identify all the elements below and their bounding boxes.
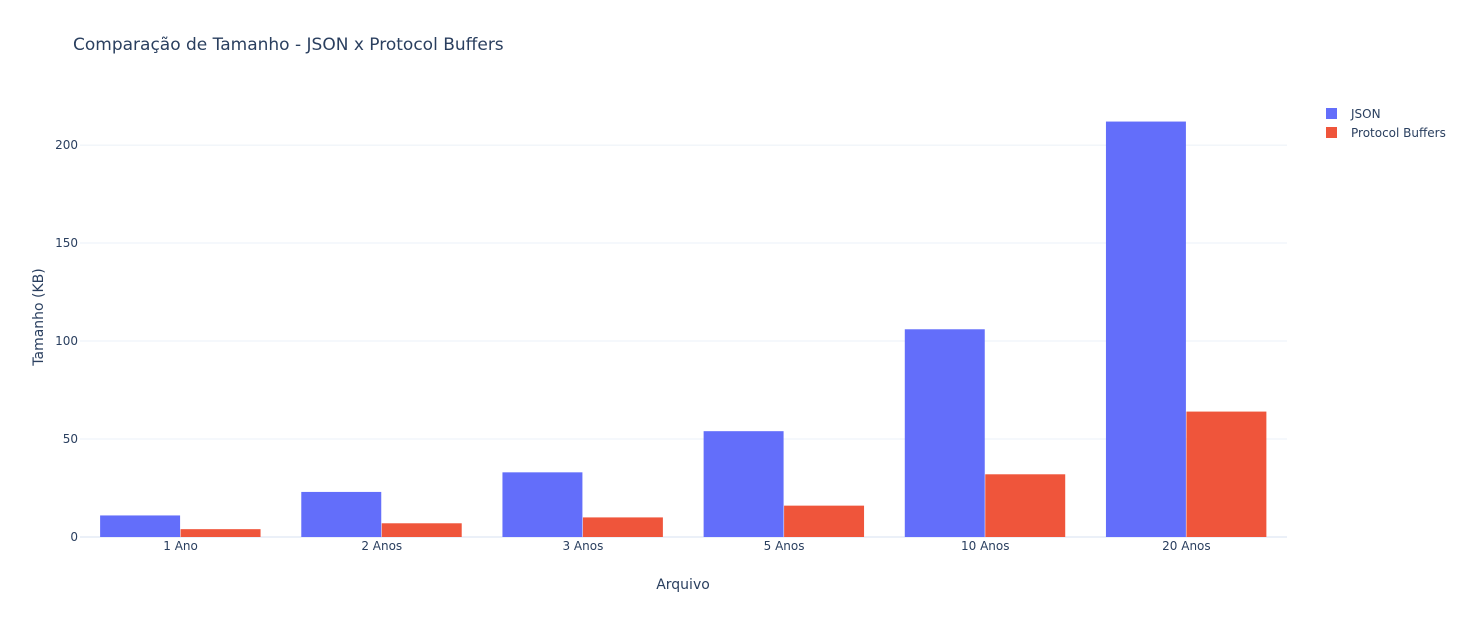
y-axis-title: Tamanho (KB): [31, 268, 47, 367]
bar-protocol-buffers-20-anos[interactable]: [1186, 411, 1267, 537]
bar-json-10-anos[interactable]: [904, 329, 985, 537]
x-tick-label: 20 Anos: [1162, 539, 1211, 553]
legend[interactable]: JSON Protocol Buffers: [1326, 107, 1446, 140]
legend-item-json[interactable]: JSON: [1326, 107, 1381, 121]
x-tick-label: 5 Anos: [764, 539, 805, 553]
bar-json-20-anos[interactable]: [1105, 121, 1186, 537]
y-tick-label: 100: [55, 334, 78, 348]
bars: [100, 121, 1267, 537]
gridlines: [80, 144, 1287, 538]
bar-json-5-anos[interactable]: [703, 431, 784, 537]
y-tick-label: 0: [70, 530, 78, 544]
x-tick-label: 10 Anos: [961, 539, 1010, 553]
chart-title: Comparação de Tamanho - JSON x Protocol …: [73, 35, 504, 55]
legend-swatch: [1326, 108, 1337, 119]
x-tick-label: 1 Ano: [163, 539, 198, 553]
legend-item-protocol-buffers[interactable]: Protocol Buffers: [1326, 126, 1446, 140]
bar-protocol-buffers-3-anos[interactable]: [582, 517, 663, 537]
legend-swatch: [1326, 127, 1337, 138]
bar-protocol-buffers-1-ano[interactable]: [180, 529, 261, 537]
bar-json-2-anos[interactable]: [301, 491, 382, 537]
x-axis-title: Arquivo: [656, 577, 710, 593]
bar-protocol-buffers-10-anos[interactable]: [985, 474, 1066, 537]
x-tick-label: 2 Anos: [361, 539, 402, 553]
x-tick-label: 3 Anos: [562, 539, 603, 553]
y-tick-label: 150: [55, 236, 78, 250]
legend-label: Protocol Buffers: [1351, 126, 1446, 140]
y-tick-label: 200: [55, 138, 78, 152]
bar-protocol-buffers-5-anos[interactable]: [784, 505, 865, 537]
bar-json-1-ano[interactable]: [100, 515, 181, 537]
y-axis-ticks: 0 50 100 150 200: [55, 138, 78, 544]
x-axis-ticks: 1 Ano 2 Anos 3 Anos 5 Anos 10 Anos 20 Anos: [163, 539, 1210, 553]
legend-label: JSON: [1350, 107, 1381, 121]
bar-json-3-anos[interactable]: [502, 472, 583, 537]
bar-protocol-buffers-2-anos[interactable]: [381, 523, 462, 537]
y-tick-label: 50: [63, 432, 78, 446]
